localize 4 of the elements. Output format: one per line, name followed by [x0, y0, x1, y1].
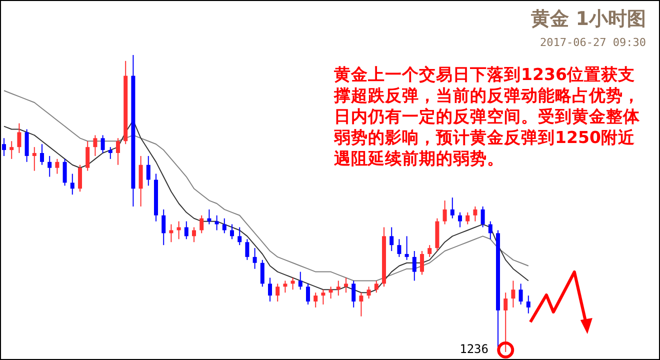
annotation: 黄金上一个交易日下落到1236位置获支撑超跌反弹，当前的反弹动能略占优势，日内仍有一定的反弹空间。受到黄金整体弱势的影响，预计黄金反弹到1250附近遇阻延续前期的弱势。: [334, 64, 641, 169]
annotation: 1236: [460, 342, 488, 356]
title: 黄金 1小时图: [531, 7, 646, 32]
subtitle: 2017-06-27 09:30: [540, 36, 646, 49]
